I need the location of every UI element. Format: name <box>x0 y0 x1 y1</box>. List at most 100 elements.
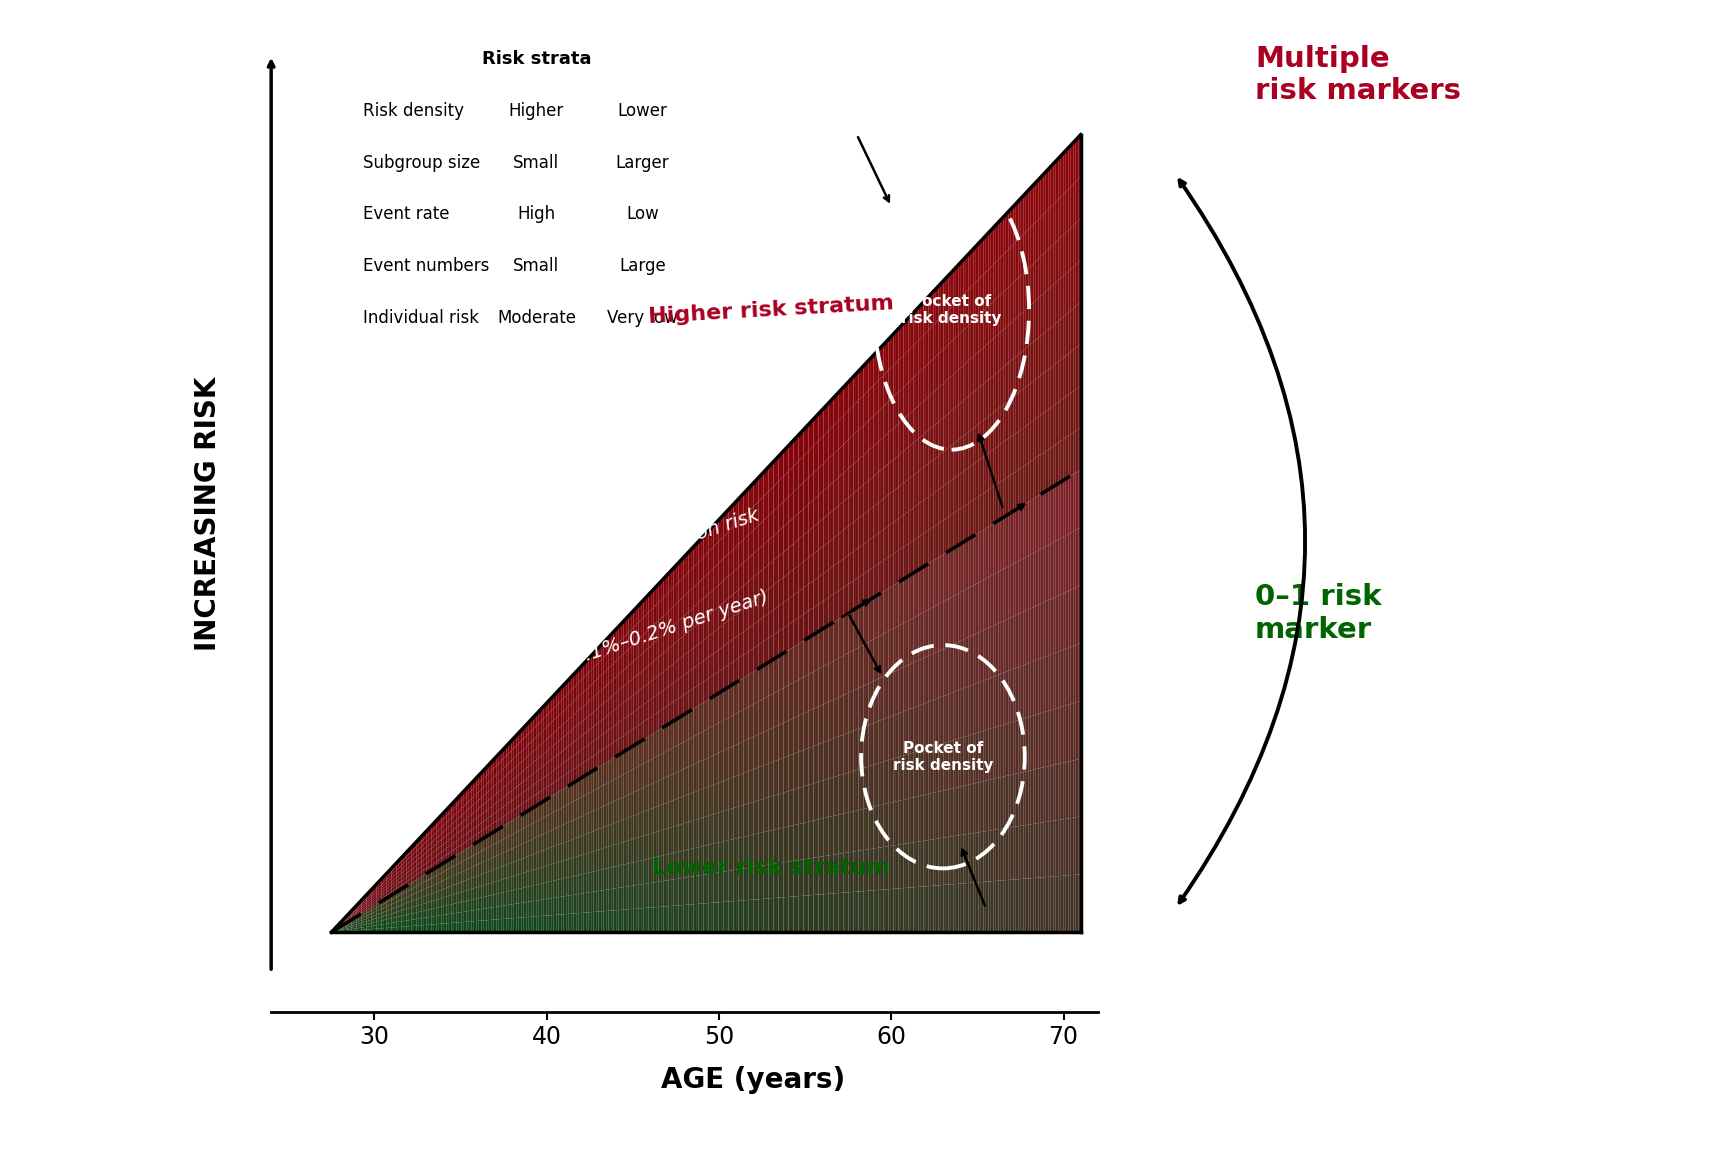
Polygon shape <box>1021 350 1023 392</box>
Polygon shape <box>944 695 945 744</box>
Polygon shape <box>533 916 536 932</box>
Polygon shape <box>476 864 480 877</box>
Polygon shape <box>876 502 878 535</box>
Polygon shape <box>1044 656 1045 713</box>
Polygon shape <box>693 820 697 848</box>
Polygon shape <box>637 837 638 862</box>
Text: General population risk: General population risk <box>538 505 761 594</box>
Polygon shape <box>530 855 531 871</box>
Polygon shape <box>1045 370 1049 411</box>
Polygon shape <box>669 880 671 907</box>
Polygon shape <box>461 843 464 852</box>
Polygon shape <box>514 875 516 891</box>
Polygon shape <box>878 501 881 534</box>
Polygon shape <box>683 796 687 824</box>
Polygon shape <box>809 529 811 558</box>
Polygon shape <box>362 930 364 932</box>
Polygon shape <box>678 906 681 932</box>
Polygon shape <box>649 627 650 648</box>
Polygon shape <box>461 828 464 837</box>
Polygon shape <box>656 657 659 677</box>
Polygon shape <box>706 729 709 759</box>
Polygon shape <box>578 750 581 766</box>
Polygon shape <box>890 889 894 932</box>
Polygon shape <box>849 553 850 584</box>
Polygon shape <box>982 238 983 277</box>
Polygon shape <box>480 886 481 899</box>
Polygon shape <box>614 800 616 824</box>
Polygon shape <box>823 516 826 546</box>
Polygon shape <box>809 556 811 584</box>
Polygon shape <box>419 884 421 892</box>
Polygon shape <box>794 463 795 492</box>
Polygon shape <box>721 669 723 692</box>
Polygon shape <box>628 730 631 748</box>
Polygon shape <box>783 524 787 552</box>
Polygon shape <box>438 873 442 882</box>
Polygon shape <box>978 882 982 932</box>
Polygon shape <box>381 929 385 932</box>
Polygon shape <box>493 803 497 814</box>
Polygon shape <box>430 878 431 887</box>
Polygon shape <box>988 729 990 780</box>
Polygon shape <box>1032 662 1033 716</box>
Polygon shape <box>366 904 369 909</box>
Polygon shape <box>397 879 398 885</box>
Polygon shape <box>509 918 511 932</box>
Polygon shape <box>771 693 773 729</box>
Polygon shape <box>1023 557 1026 612</box>
Polygon shape <box>850 377 854 408</box>
Polygon shape <box>659 805 661 832</box>
Polygon shape <box>911 345 914 380</box>
Polygon shape <box>868 766 871 807</box>
Polygon shape <box>661 778 664 805</box>
Polygon shape <box>973 498 976 536</box>
Polygon shape <box>818 706 821 744</box>
Polygon shape <box>844 614 845 656</box>
Polygon shape <box>576 836 578 857</box>
Polygon shape <box>706 573 709 596</box>
Polygon shape <box>806 452 809 480</box>
Polygon shape <box>347 919 348 922</box>
Polygon shape <box>547 750 549 763</box>
Polygon shape <box>842 735 844 775</box>
Polygon shape <box>493 793 497 805</box>
Polygon shape <box>906 798 909 843</box>
Polygon shape <box>614 629 616 648</box>
Polygon shape <box>871 356 873 388</box>
Polygon shape <box>647 648 649 668</box>
Polygon shape <box>661 708 664 729</box>
Polygon shape <box>883 528 887 560</box>
Polygon shape <box>811 634 814 673</box>
Polygon shape <box>638 813 642 837</box>
Polygon shape <box>511 875 514 891</box>
Polygon shape <box>761 593 764 619</box>
Polygon shape <box>348 916 352 918</box>
Polygon shape <box>878 531 881 564</box>
Polygon shape <box>916 341 918 375</box>
Polygon shape <box>704 903 706 932</box>
Polygon shape <box>447 814 449 822</box>
Polygon shape <box>569 770 571 785</box>
Polygon shape <box>681 824 683 851</box>
Polygon shape <box>706 636 709 660</box>
Polygon shape <box>721 625 723 648</box>
Polygon shape <box>731 505 733 529</box>
Polygon shape <box>424 873 426 882</box>
Polygon shape <box>650 608 654 627</box>
Polygon shape <box>674 623 676 644</box>
Polygon shape <box>850 464 854 495</box>
Polygon shape <box>609 867 611 889</box>
Polygon shape <box>795 435 799 463</box>
Polygon shape <box>887 464 888 497</box>
Polygon shape <box>469 814 471 825</box>
Polygon shape <box>849 732 850 773</box>
Polygon shape <box>538 732 542 746</box>
Polygon shape <box>881 407 883 439</box>
Polygon shape <box>1028 878 1032 932</box>
Polygon shape <box>881 634 883 678</box>
Polygon shape <box>859 850 861 892</box>
Polygon shape <box>404 865 407 871</box>
Polygon shape <box>542 730 543 744</box>
Polygon shape <box>887 675 888 718</box>
